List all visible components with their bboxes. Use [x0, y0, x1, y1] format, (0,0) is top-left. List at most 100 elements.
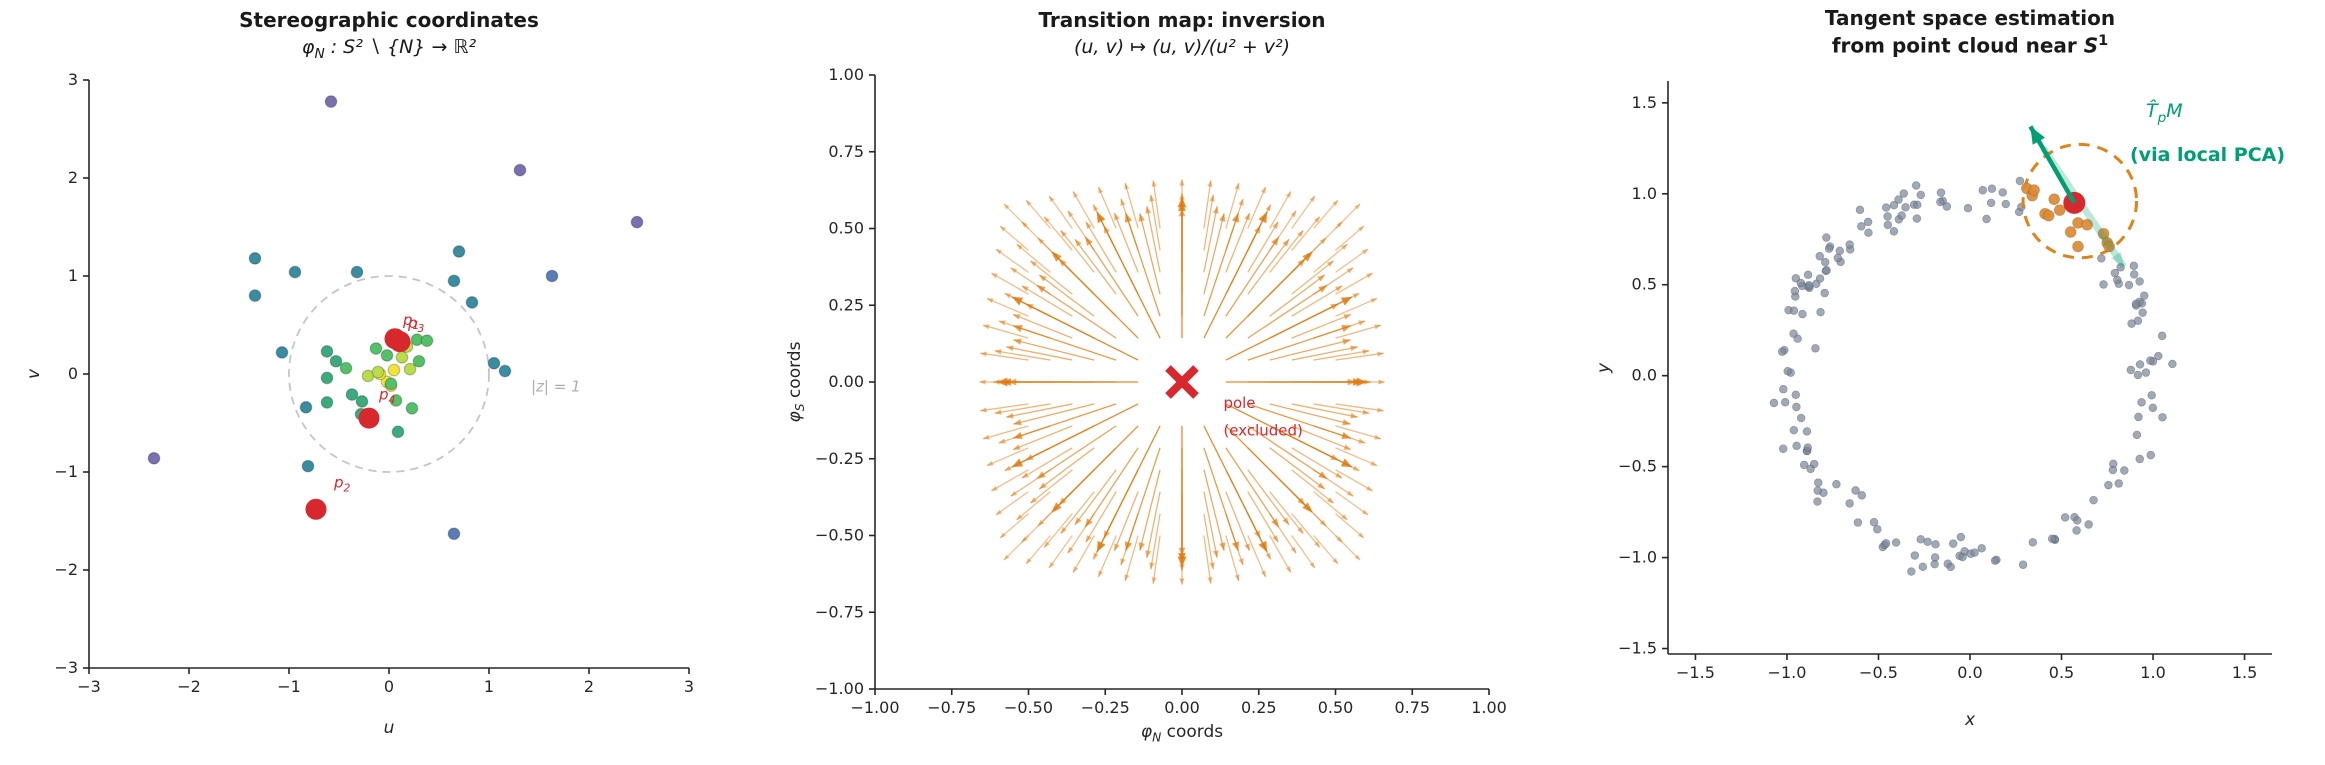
cloud-point: [1916, 535, 1925, 544]
quiver-arrow: [1038, 447, 1095, 490]
scatter-point: [288, 265, 302, 279]
cloud-point: [1963, 204, 1973, 213]
arrow-head: [1085, 518, 1093, 528]
x-tick-label: 1.00: [1471, 698, 1507, 717]
x-tick-label: 0.00: [1164, 698, 1200, 717]
scatter-point: [320, 371, 334, 385]
cloud-point: [1857, 491, 1867, 500]
cloud-point: [1978, 186, 1987, 195]
scatter-point: [630, 215, 644, 229]
y-tick-label: 1.00: [828, 65, 864, 84]
arrow-head: [1314, 541, 1320, 548]
arrow-head: [1366, 273, 1373, 279]
cloud-point: [1791, 274, 1801, 283]
tangent-ylabel: y: [1594, 362, 1614, 374]
arrow-head: [1030, 497, 1038, 504]
cloud-point: [1869, 518, 1879, 527]
arrow-head: [1285, 566, 1291, 573]
quiver-arrow: [1003, 203, 1029, 229]
arrow-head: [1016, 514, 1023, 520]
arrow-head: [1026, 200, 1032, 207]
arrow-head: [1003, 554, 1010, 561]
scatter-point: [405, 401, 419, 415]
quiver-arrow: [991, 469, 1029, 492]
cloud-point: [2137, 398, 2146, 407]
cloud-point: [1790, 286, 1800, 296]
arrow-head: [1362, 349, 1370, 355]
arrow-head: [1358, 320, 1366, 326]
cloud-point: [1777, 347, 1787, 356]
y-tick-label: 1.5: [1632, 93, 1657, 112]
arrow-head: [1013, 324, 1023, 333]
arrow-head: [1039, 482, 1047, 490]
arrow-head: [1326, 497, 1334, 504]
cloud-point: [2060, 513, 2070, 522]
arrow-head: [1354, 203, 1361, 210]
arrow-head: [1342, 419, 1351, 426]
cloud-point: [1857, 222, 1866, 231]
cloud-point: [1780, 398, 1790, 407]
scatter-point: [395, 350, 409, 364]
quiver-arrow: [1225, 212, 1251, 273]
arrow-head: [1006, 412, 1014, 419]
quiver-arrow: [1074, 238, 1117, 295]
quiver-arrow: [1006, 346, 1073, 361]
cloud-point: [2124, 280, 2134, 290]
arrow-head: [995, 249, 1003, 255]
quiver-arrow: [1313, 320, 1366, 339]
y-tick-label: 0: [68, 364, 78, 383]
scatter-point: [403, 362, 417, 376]
scatter-point: [299, 400, 313, 414]
cloud-point: [1779, 444, 1788, 453]
y-tick-label: −1.0: [1618, 548, 1657, 567]
arrow-head: [1000, 532, 1007, 538]
cloud-point: [1769, 398, 1779, 408]
arrow-head: [1124, 213, 1133, 223]
cloud-point: [2028, 538, 2038, 547]
arrow-head: [1036, 471, 1046, 479]
arrow-head: [1352, 293, 1360, 299]
quiver-arrow: [986, 297, 1029, 317]
x-tick-label: 2: [584, 677, 594, 696]
scatter-point: [350, 265, 364, 279]
cloud-point: [2047, 534, 2057, 543]
annotation: |z| = 1: [531, 378, 581, 396]
quiver-arrow: [1021, 447, 1073, 479]
arrow-head: [1354, 554, 1361, 561]
cloud-point: [2001, 199, 2010, 209]
arrow-head: [1049, 195, 1055, 203]
arrow-head: [996, 377, 1008, 387]
cloud-point: [1881, 203, 1891, 212]
quiver-arrow: [1269, 339, 1351, 361]
scatter-point: [320, 396, 334, 409]
cloud-point: [1946, 562, 1955, 572]
arrow-head: [1260, 187, 1266, 194]
cloud-point: [2084, 520, 2093, 529]
cloud-point: [1814, 478, 1823, 487]
arrow-head: [1357, 532, 1364, 538]
scatter-point: [329, 354, 343, 368]
x-tick-label: −3: [77, 677, 101, 696]
quiver-arrow: [980, 403, 1029, 412]
quiver-arrow: [1291, 313, 1352, 339]
y-tick-label: 1.0: [1632, 184, 1657, 203]
cloud-point: [1986, 198, 1996, 208]
quiver-field: [979, 179, 1385, 585]
quiver-arrow: [1269, 447, 1326, 490]
quiver-arrow: [1203, 535, 1212, 584]
arrow-head: [1049, 561, 1055, 569]
arrow-head: [1272, 221, 1279, 229]
transition-title: Transition map: inversion: [1038, 8, 1326, 32]
quiver-arrow: [1013, 403, 1095, 425]
cloud-point: [2089, 495, 2098, 505]
scatter-point: [371, 365, 385, 379]
quiver-arrow: [1335, 403, 1384, 412]
cloud-point: [1845, 499, 1854, 508]
quiver-arrow: [1012, 325, 1117, 361]
cloud-point: [1998, 188, 2007, 197]
quiver-arrow: [1203, 513, 1214, 570]
y-tick-label: −1.00: [815, 679, 864, 698]
cloud-point: [1804, 281, 1814, 290]
arrow-head: [1021, 221, 1028, 228]
y-tick-label: −3: [54, 658, 78, 677]
